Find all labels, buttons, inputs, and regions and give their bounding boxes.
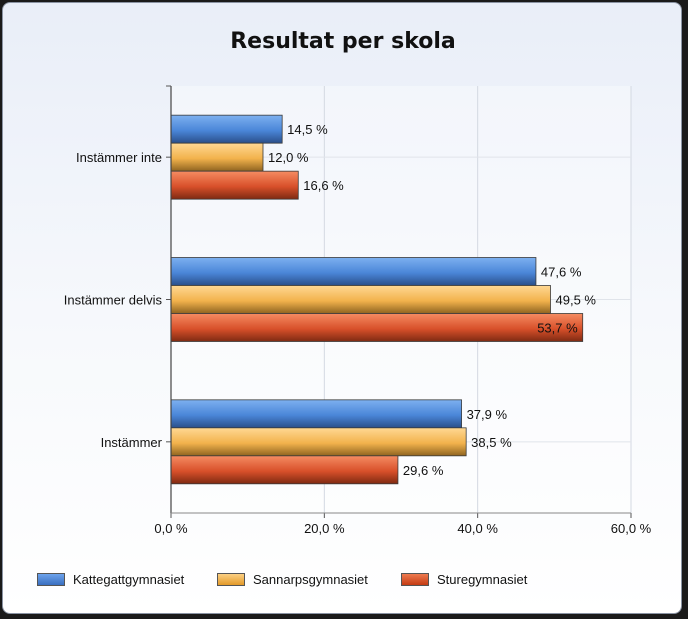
chart-title: Resultat per skola: [230, 29, 456, 54]
y-tick-label-instämmer-delvis: Instämmer delvis: [64, 293, 163, 308]
legend-swatch-sannarpsgymnasiet: [217, 572, 245, 586]
data-label-sannarpsgymnasiet-instämmer-delvis: 49,5 %: [556, 293, 597, 308]
data-label-sannarpsgymnasiet-instämmer: 38,5 %: [471, 435, 512, 450]
data-label-sturegymnasiet-instämmer: 29,6 %: [403, 463, 444, 478]
bar-chart: 0,0 % 20,0 % 40,0 % 60,0 % Instämmer inte 14,…: [64, 85, 652, 536]
chart-panel: Resultat per skola 0,0 % 20,0 % 40,0 % 60,0…: [2, 2, 682, 614]
y-tick-label-instämmer: Instämmer: [101, 435, 163, 450]
data-label-sturegymnasiet-instämmer-delvis: 53,7 %: [537, 321, 578, 336]
data-label-kattegattgymnasiet-instämmer-inte: 14,5 %: [287, 122, 328, 137]
bar-sannarpsgymnasiet-instämmer: [170, 427, 467, 457]
legend-label-sannarpsgymnasiet: Sannarpsgymnasiet: [253, 571, 368, 587]
bar-sturegymnasiet-instämmer-delvis: [170, 313, 584, 342]
data-label-kattegattgymnasiet-instämmer-delvis: 47,6 %: [541, 265, 582, 280]
x-tick-label: 40,0 %: [457, 521, 498, 536]
x-tick-label: 20,0 %: [304, 521, 345, 536]
data-label-sannarpsgymnasiet-instämmer-inte: 12,0 %: [268, 150, 309, 165]
legend-item-sannarpsgymnasiet: Sannarpsgymnasiet: [217, 569, 368, 589]
bar-sturegymnasiet-instämmer-inte: [170, 170, 299, 200]
bar-kattegattgymnasiet-instämmer-inte: [170, 114, 283, 144]
legend-label-sturegymnasiet: Sturegymnasiet: [437, 571, 528, 587]
legend-label-kattegattgymnasiet: Kattegattgymnasiet: [73, 571, 185, 587]
y-tick-label-instämmer-inte: Instämmer inte: [76, 150, 162, 165]
bar-kattegattgymnasiet-instämmer: [170, 399, 462, 429]
legend-item-sturegymnasiet: Sturegymnasiet: [401, 569, 527, 589]
bar-sturegymnasiet-instämmer: [170, 455, 399, 485]
bar-sannarpsgymnasiet-instämmer-delvis: [170, 285, 551, 314]
x-tick-label: 0,0 %: [154, 521, 188, 536]
data-label-kattegattgymnasiet-instämmer: 37,9 %: [467, 407, 508, 422]
legend-item-kattegattgymnasiet: Kattegattgymnasiet: [37, 569, 184, 589]
data-label-sturegymnasiet-instämmer-inte: 16,6 %: [303, 178, 344, 193]
x-tick-label: 60,0 %: [611, 521, 652, 536]
legend-swatch-sturegymnasiet: [401, 572, 429, 586]
legend-swatch-kattegattgymnasiet: [37, 572, 65, 586]
bar-kattegattgymnasiet-instämmer-delvis: [170, 257, 537, 286]
bar-sannarpsgymnasiet-instämmer-inte: [170, 142, 264, 172]
